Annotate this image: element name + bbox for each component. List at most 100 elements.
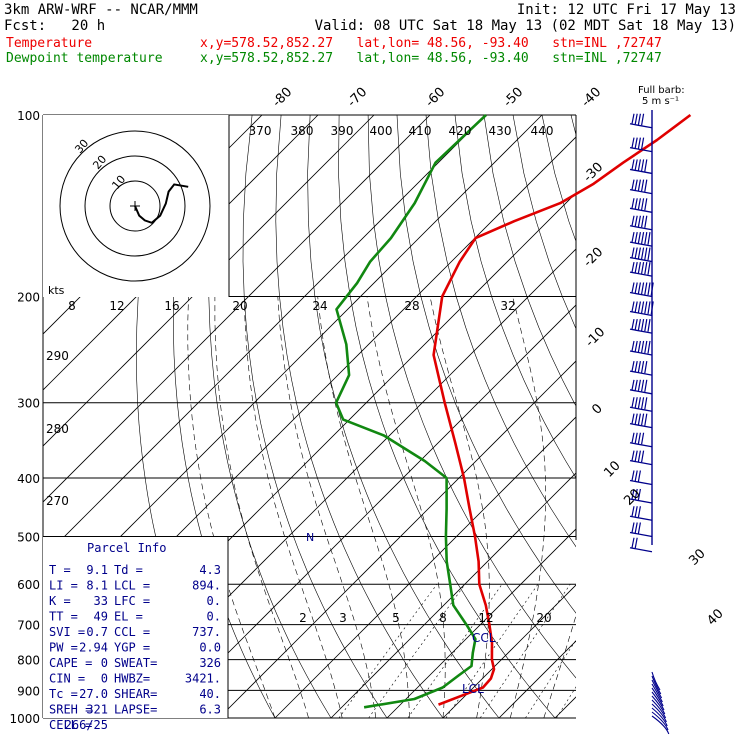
pressure-tick-label: 300 [17,397,40,411]
wind-barb-feather [647,262,651,275]
wind-barb-feather [641,247,645,260]
dry-adiabat-line [541,115,576,243]
low-level-wind-barbs [651,671,670,735]
wind-barb-shaft [629,498,653,504]
wind-barb [629,179,653,195]
wind-barb-feather [637,198,641,210]
low-wind-barb [651,699,667,719]
wind-barb-feather [641,432,645,445]
wind-barb-feather [641,450,645,463]
hodograph-ring [59,130,211,282]
wind-barb-feather [641,137,645,150]
dry-adiabat-line [600,115,740,718]
wind-barb-feather [634,137,638,149]
isotherm-right-label: -30 [581,160,607,186]
wind-barb-feather [634,488,638,500]
parcel-info-cell: 3421. [185,672,221,686]
wind-barb-shaft [629,350,653,356]
wind-barb-feather [631,215,635,226]
isotherm-line [667,115,740,718]
wind-barb-shaft [629,241,653,247]
theta-e-label: 390 [331,124,354,138]
barb-legend-value: 5 m s⁻¹ [642,96,679,107]
parcel-info-cell: 326 [199,656,221,670]
mixing-ratio-label-upper: 24 [312,299,327,313]
wind-barb-shaft [629,310,653,317]
wind-barb-feather [641,340,645,353]
isotherm-right-label: 30 [686,546,708,568]
wind-barb-feather [644,262,648,275]
parcel-info-cell: 6.3 [199,703,221,717]
mixing-ratio-label-upper: 12 [109,299,124,313]
wind-barb [629,340,653,356]
wind-barb-feather [644,397,648,410]
profile-dewpoint-temperature [334,114,487,709]
parcel-info-cell: 321 [86,703,108,717]
parcel-info-cell: SHEAR= [114,687,157,701]
low-wind-barb [651,671,661,691]
wind-barb-feather [637,506,641,518]
parcel-info-cell: 2.94 [79,641,108,655]
profile-marker: N [306,531,314,544]
parcel-info-cell: 8.1 [86,579,108,593]
wind-barb-feather [641,397,645,409]
barb-legend-title: Full barb: [638,85,685,96]
mixing-ratio-line [525,639,576,718]
low-wind-barb [651,687,664,707]
dry-adiabat-line [512,115,576,330]
parcel-info-cell: LI = [49,579,78,593]
wind-barb [629,282,654,298]
wind-barb-feather [634,413,638,425]
wind-barb-feather [637,137,641,149]
mixing-ratio-label-lower: 5 [392,611,400,625]
wind-barb-feather [650,301,654,315]
wind-barb-feather [634,450,638,462]
isotherm-top-label: -60 [423,85,449,111]
parcel-info-cell: 737. [192,625,221,639]
wind-barb-feather [634,232,638,243]
parcel-info-cell: CCL = [114,625,150,639]
wind-barb-feather [634,113,638,125]
wind-barb-shaft [629,225,653,231]
wind-barb-feather [631,379,635,390]
parcel-info-cell: SVI = [49,625,85,639]
parcel-info-cell: TT = [49,610,78,624]
mixing-ratio-label-lower: 8 [439,611,447,625]
mixing-ratio-label-lower: 3 [339,611,347,625]
wind-barb [629,488,653,504]
theta-e-label: 430 [489,124,512,138]
isotherm-line [442,584,576,718]
dry-adiabat-line [338,115,556,718]
wind-barb-feather [631,432,635,443]
profile-temperature [432,113,692,706]
dewpoint-legend-label: Dewpoint temperature [6,51,163,66]
parcel-info-cell: LAPSE= [114,703,157,717]
low-wind-barb [651,675,662,695]
dry-adiabat-line [242,115,388,718]
wind-barb-feather [641,413,645,426]
wind-barb-feather [634,159,638,171]
moist-adiabat-line [277,296,377,718]
parcel-info-cell: K = [49,594,71,608]
dry-adiabat-line [396,115,576,614]
dry-adiabat-line [425,115,576,548]
theta-e-label: 420 [449,124,472,138]
wind-barb-feather [647,232,651,245]
pressure-tick-label: 800 [17,654,40,668]
wind-barb-feather [631,232,635,243]
low-wind-barb [651,703,667,723]
wind-barb-feather [631,522,635,533]
parcel-info-panel: Parcel Info T = 9.1 Td = 4.3 LI = 8.1 LCL = 894.… [43,537,229,732]
mixing-ratio-line [556,686,576,718]
mixing-ratio-line [338,584,438,718]
wind-barb-feather [631,450,635,461]
wind-barb-feather [644,301,648,314]
parcel-info-cell: CELL = [49,718,92,732]
hodograph-trace [134,183,189,224]
low-wind-barb [651,695,666,715]
wind-barb-feather [637,397,641,409]
wind-barb [629,319,653,334]
valid-time: Valid: 08 UTC Sat 18 May 13 (02 MDT Sat … [314,18,736,34]
wind-barb-feather [641,301,645,314]
wind-barb-feather [634,537,638,549]
